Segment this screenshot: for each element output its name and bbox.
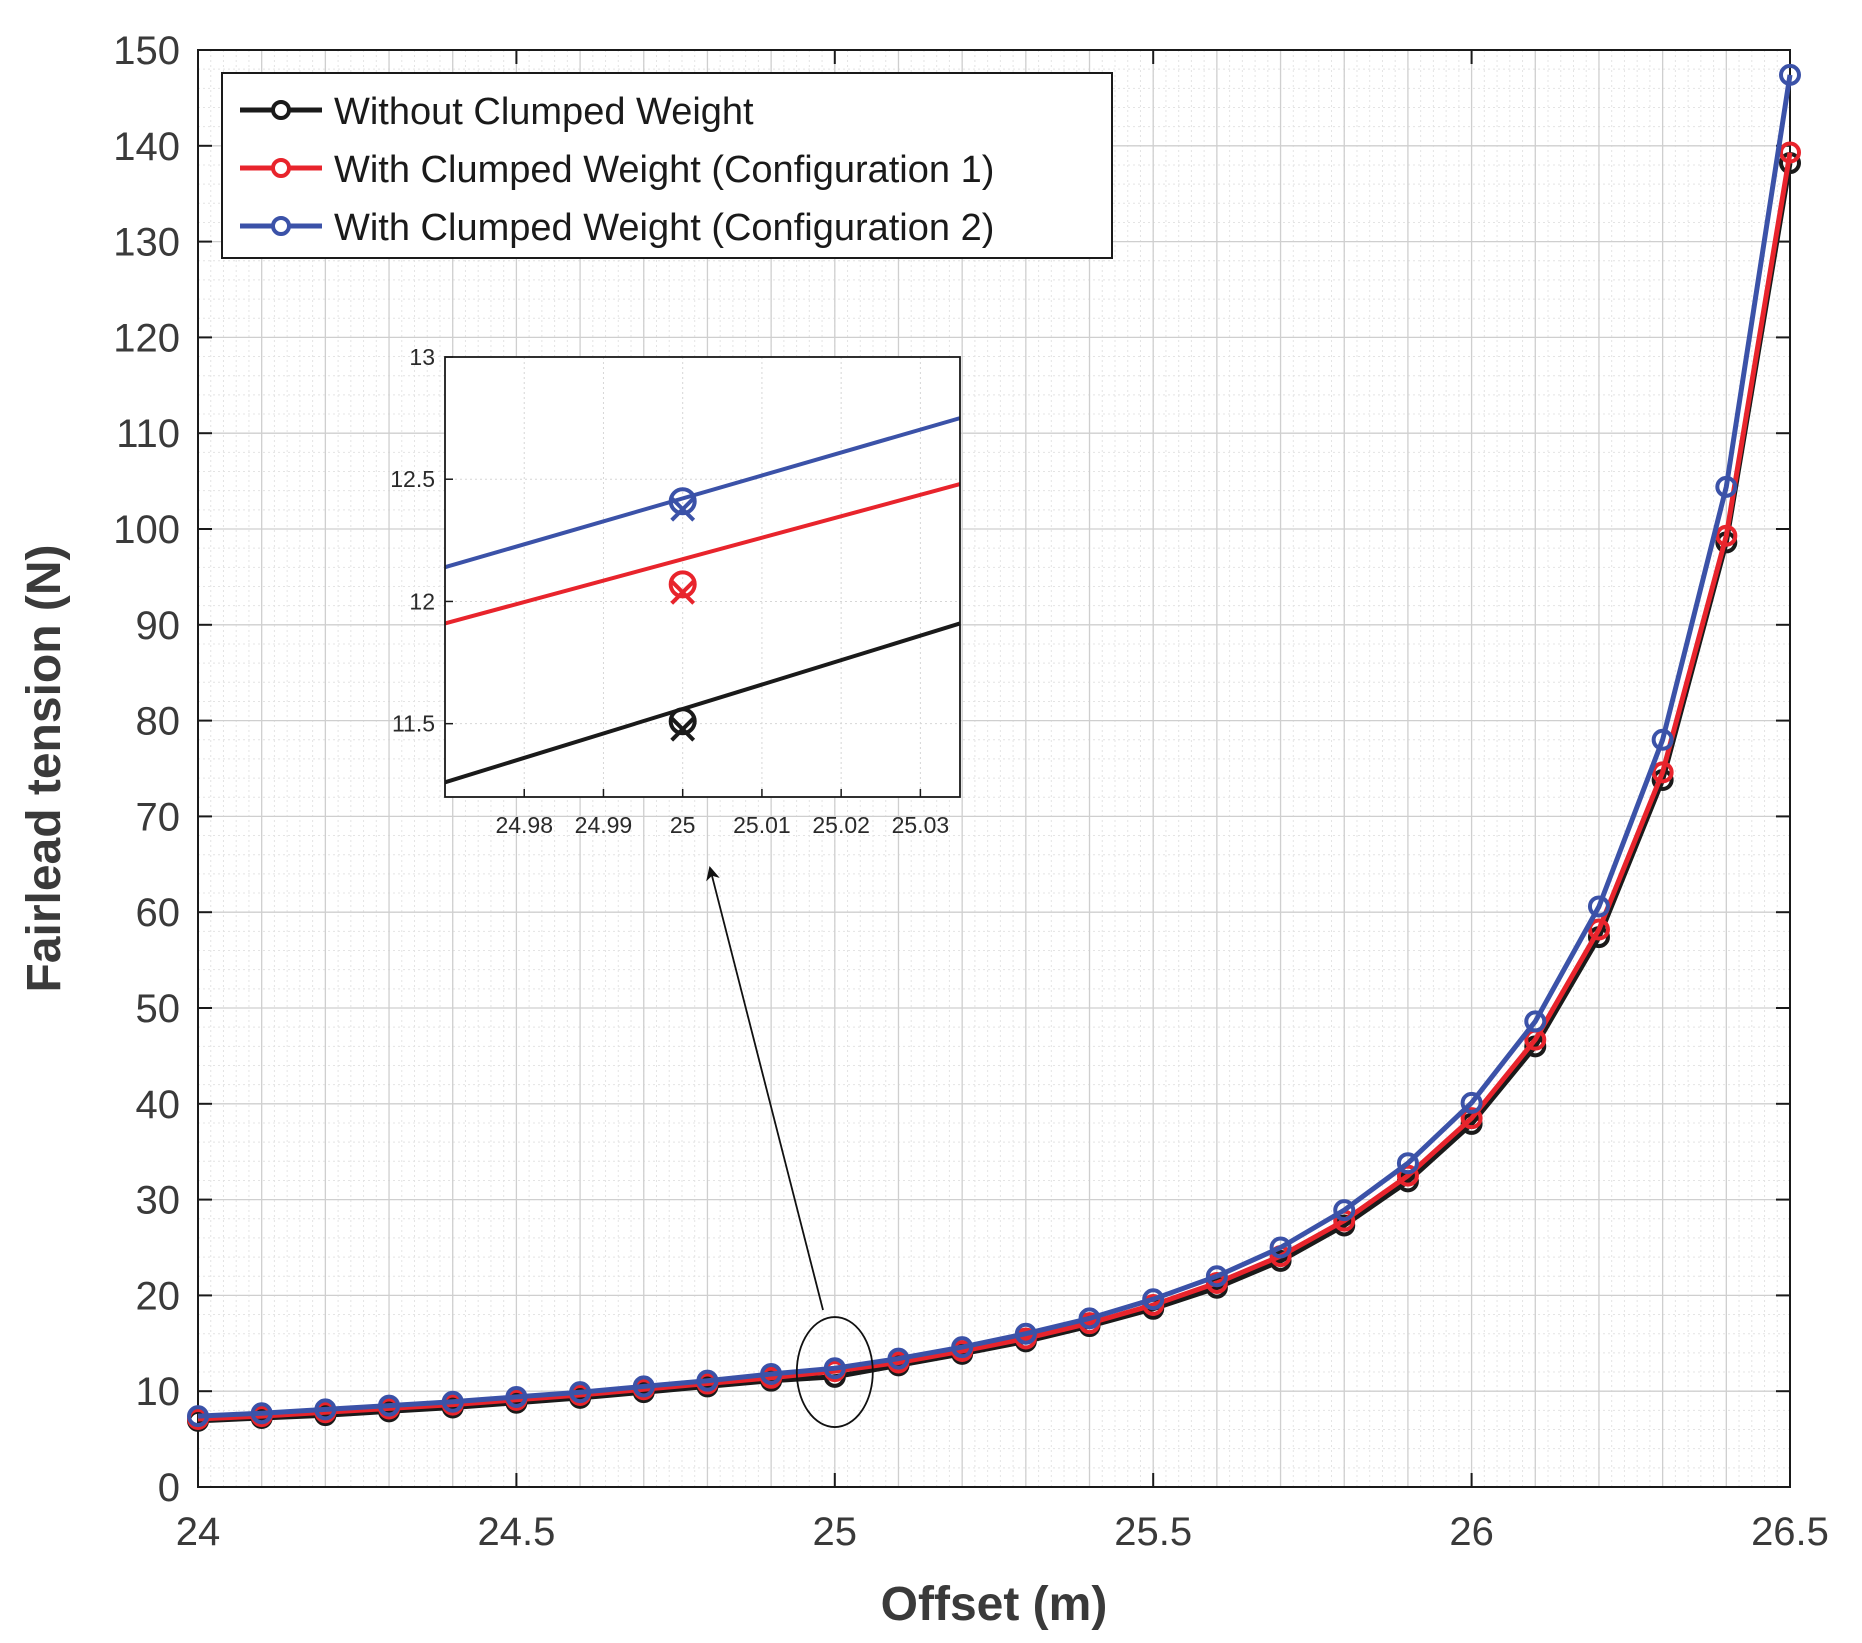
series-3-marker — [1396, 1152, 1419, 1175]
series-3-marker — [250, 1402, 273, 1425]
legend-marker-1 — [271, 100, 291, 120]
series-3-marker — [1333, 1199, 1356, 1222]
inset-x-tick-label: 24.98 — [495, 812, 553, 838]
legend-box — [221, 72, 1113, 259]
y-tick-label: 60 — [136, 891, 181, 935]
series-3-marker — [187, 1405, 209, 1428]
plot-frame — [197, 49, 1791, 1488]
inset-y-tick-label: 11.5 — [392, 711, 435, 737]
series-3-marker — [632, 1375, 655, 1398]
inset-x-tick-label: 25 — [670, 812, 696, 838]
series-2-marker — [1460, 1107, 1483, 1130]
x-tick-label: 25 — [813, 1510, 858, 1554]
y-tick-label: 20 — [136, 1274, 181, 1318]
inset-background — [445, 357, 960, 797]
y-tick-label: 140 — [113, 125, 180, 169]
series-3-marker — [760, 1362, 783, 1385]
zoom-ellipse — [795, 1316, 874, 1428]
series-3-marker — [1205, 1265, 1228, 1288]
inset-frame — [444, 356, 961, 798]
series-3-marker — [441, 1390, 464, 1413]
series-3-marker — [1142, 1288, 1165, 1311]
y-tick-label: 80 — [136, 700, 181, 744]
y-tick-label: 0 — [158, 1466, 180, 1510]
y-tick-label: 30 — [136, 1179, 181, 1223]
y-axis-title: Fairlead tension (N) — [18, 544, 71, 992]
inset-series-2-cross-marker — [670, 579, 696, 605]
legend-marker-3 — [271, 216, 291, 236]
x-tick-label: 24 — [176, 1510, 221, 1554]
inset-series-line-2 — [444, 482, 961, 626]
series-3-marker — [1587, 895, 1610, 918]
series-2-marker — [1587, 918, 1610, 941]
y-tick-label: 130 — [113, 221, 180, 265]
series-2-marker — [1715, 524, 1738, 547]
zoom-arrow — [706, 866, 824, 1311]
inset-y-tick-label: 12.5 — [390, 466, 435, 492]
y-tick-label: 10 — [136, 1370, 181, 1414]
inset-series-1-cross-marker — [670, 716, 696, 742]
inset-series-1-circle-marker — [668, 707, 697, 736]
series-3-marker — [823, 1357, 846, 1380]
legend-label-3: With Clumped Weight (Configuration 2) — [334, 207, 994, 249]
y-tick-label: 70 — [136, 795, 181, 839]
annotation-group — [706, 866, 874, 1428]
series-3-marker — [505, 1385, 528, 1408]
series-3-marker — [1779, 63, 1801, 86]
zoom-inset: 24.98 24.99 25 25.01 25.02 25.03 11.5 12 12.5 13 — [390, 344, 961, 838]
inset-series-3-cross-marker — [670, 496, 696, 522]
inset-x-tick-label: 24.99 — [575, 812, 633, 838]
series-3-marker — [1014, 1322, 1037, 1345]
inset-x-tick-label: 25.02 — [812, 812, 870, 838]
inset-series-line-3 — [444, 416, 961, 570]
inset-x-tick-label: 25.03 — [892, 812, 950, 838]
inset-series-line-1 — [444, 621, 961, 785]
series-3-marker — [696, 1369, 719, 1392]
x-tick-label: 24.5 — [477, 1510, 555, 1554]
series-group — [187, 63, 1801, 1432]
x-axis-title: Offset (m) — [881, 1578, 1108, 1631]
series-3-marker — [1460, 1091, 1483, 1114]
y-tick-label: 90 — [136, 604, 181, 648]
series-3-marker — [1715, 475, 1738, 498]
series-2-marker — [1779, 141, 1801, 164]
series-3-marker — [314, 1398, 337, 1421]
x-tick-label: 26.5 — [1751, 1510, 1829, 1554]
y-tick-label: 150 — [113, 29, 180, 73]
series-2-marker — [1396, 1164, 1419, 1187]
y-tick-label: 100 — [113, 508, 180, 552]
series-3-marker — [951, 1336, 974, 1359]
series-3-marker — [887, 1347, 910, 1370]
series-3-marker — [1651, 728, 1674, 751]
y-tick-label: 50 — [136, 987, 181, 1031]
y-tick-label: 110 — [116, 412, 180, 456]
series-3-marker — [1524, 1010, 1547, 1033]
legend: Without Clumped Weight With Clumped Weigh… — [221, 72, 1113, 259]
series-3-marker — [569, 1381, 592, 1404]
series-3-marker — [1078, 1307, 1101, 1330]
inset-series-3-circle-marker — [668, 487, 697, 516]
inset-series-2-circle-marker — [668, 570, 697, 599]
axes: 24 24.5 25 25.5 26 26.5 0 10 20 30 40 50 60 70 80 90 100… — [18, 29, 1829, 1631]
inset-x-tick-label: 25.01 — [733, 812, 791, 838]
legend-label-1: Without Clumped Weight — [334, 91, 754, 133]
y-tick-label: 120 — [113, 316, 180, 360]
x-tick-label: 26 — [1449, 1510, 1494, 1554]
series-3-marker — [378, 1394, 401, 1417]
legend-marker-2 — [271, 158, 291, 178]
legend-label-2: With Clumped Weight (Configuration 1) — [334, 149, 994, 191]
inset-y-tick-label: 12 — [409, 588, 435, 614]
x-tick-label: 25.5 — [1114, 1510, 1192, 1554]
series-3-marker — [1269, 1236, 1292, 1259]
series-2-marker — [1651, 761, 1674, 784]
inset-y-tick-label: 13 — [409, 344, 435, 370]
y-tick-label: 40 — [136, 1083, 181, 1127]
